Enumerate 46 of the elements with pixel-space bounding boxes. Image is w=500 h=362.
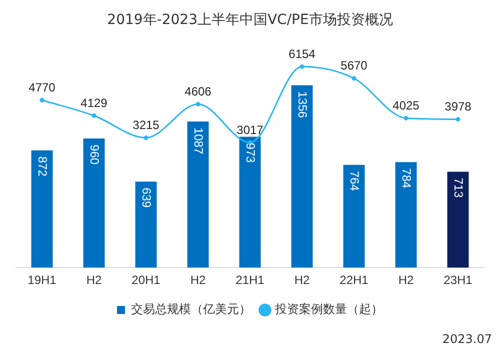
data-label: 713 bbox=[452, 178, 466, 198]
legend-label: 投资案例数量（起） bbox=[274, 302, 383, 316]
text: 2023.07 bbox=[441, 331, 492, 346]
x-tick-label: H2 bbox=[398, 273, 414, 288]
data-label: 6154 bbox=[288, 46, 316, 61]
point bbox=[456, 117, 460, 122]
x-tick-label: 19H1 bbox=[28, 273, 57, 288]
data-label: 639 bbox=[140, 188, 154, 208]
data-label: 5670 bbox=[340, 58, 368, 73]
data-label: 3978 bbox=[444, 100, 472, 114]
bar bbox=[447, 172, 469, 268]
x-tick-label: H2 bbox=[294, 273, 310, 288]
data-label: 4606 bbox=[184, 84, 212, 98]
x-tick-label: H2 bbox=[190, 273, 206, 288]
bar bbox=[83, 138, 105, 268]
data-label: 1356 bbox=[296, 91, 310, 118]
x-tick-label: H2 bbox=[86, 273, 102, 288]
point bbox=[404, 116, 408, 120]
data-label: 3215 bbox=[132, 118, 160, 132]
data-label: 4025 bbox=[392, 98, 420, 112]
data-label: 1087 bbox=[192, 127, 206, 154]
bar bbox=[395, 162, 417, 268]
point bbox=[144, 135, 148, 140]
data-label: 973 bbox=[244, 142, 258, 164]
bar bbox=[31, 150, 53, 268]
data-label: 3017 bbox=[236, 122, 264, 137]
data-label: 4129 bbox=[80, 96, 108, 110]
chart-title: 2019年-2023上半年中国VC/PE市场投资概况 bbox=[107, 12, 393, 28]
bar bbox=[343, 164, 365, 268]
data-label: 764 bbox=[348, 170, 362, 192]
x-tick-label: 22H1 bbox=[340, 273, 369, 288]
x-tick-label: 23H1 bbox=[444, 273, 473, 288]
bar bbox=[291, 85, 313, 268]
x-tick-label: 21H1 bbox=[236, 273, 265, 288]
data-label: 872 bbox=[36, 156, 50, 177]
point bbox=[40, 98, 44, 102]
bar bbox=[239, 136, 261, 268]
bar bbox=[187, 121, 209, 268]
bar bbox=[135, 182, 157, 268]
data-label: 784 bbox=[400, 168, 414, 189]
data-label: 960 bbox=[88, 144, 102, 165]
point bbox=[92, 113, 96, 118]
x-tick-label: 20H1 bbox=[132, 273, 161, 288]
data-label: 4770 bbox=[28, 80, 56, 94]
point bbox=[196, 102, 200, 106]
legend-label: 交易总规模（亿美元） bbox=[131, 302, 251, 316]
